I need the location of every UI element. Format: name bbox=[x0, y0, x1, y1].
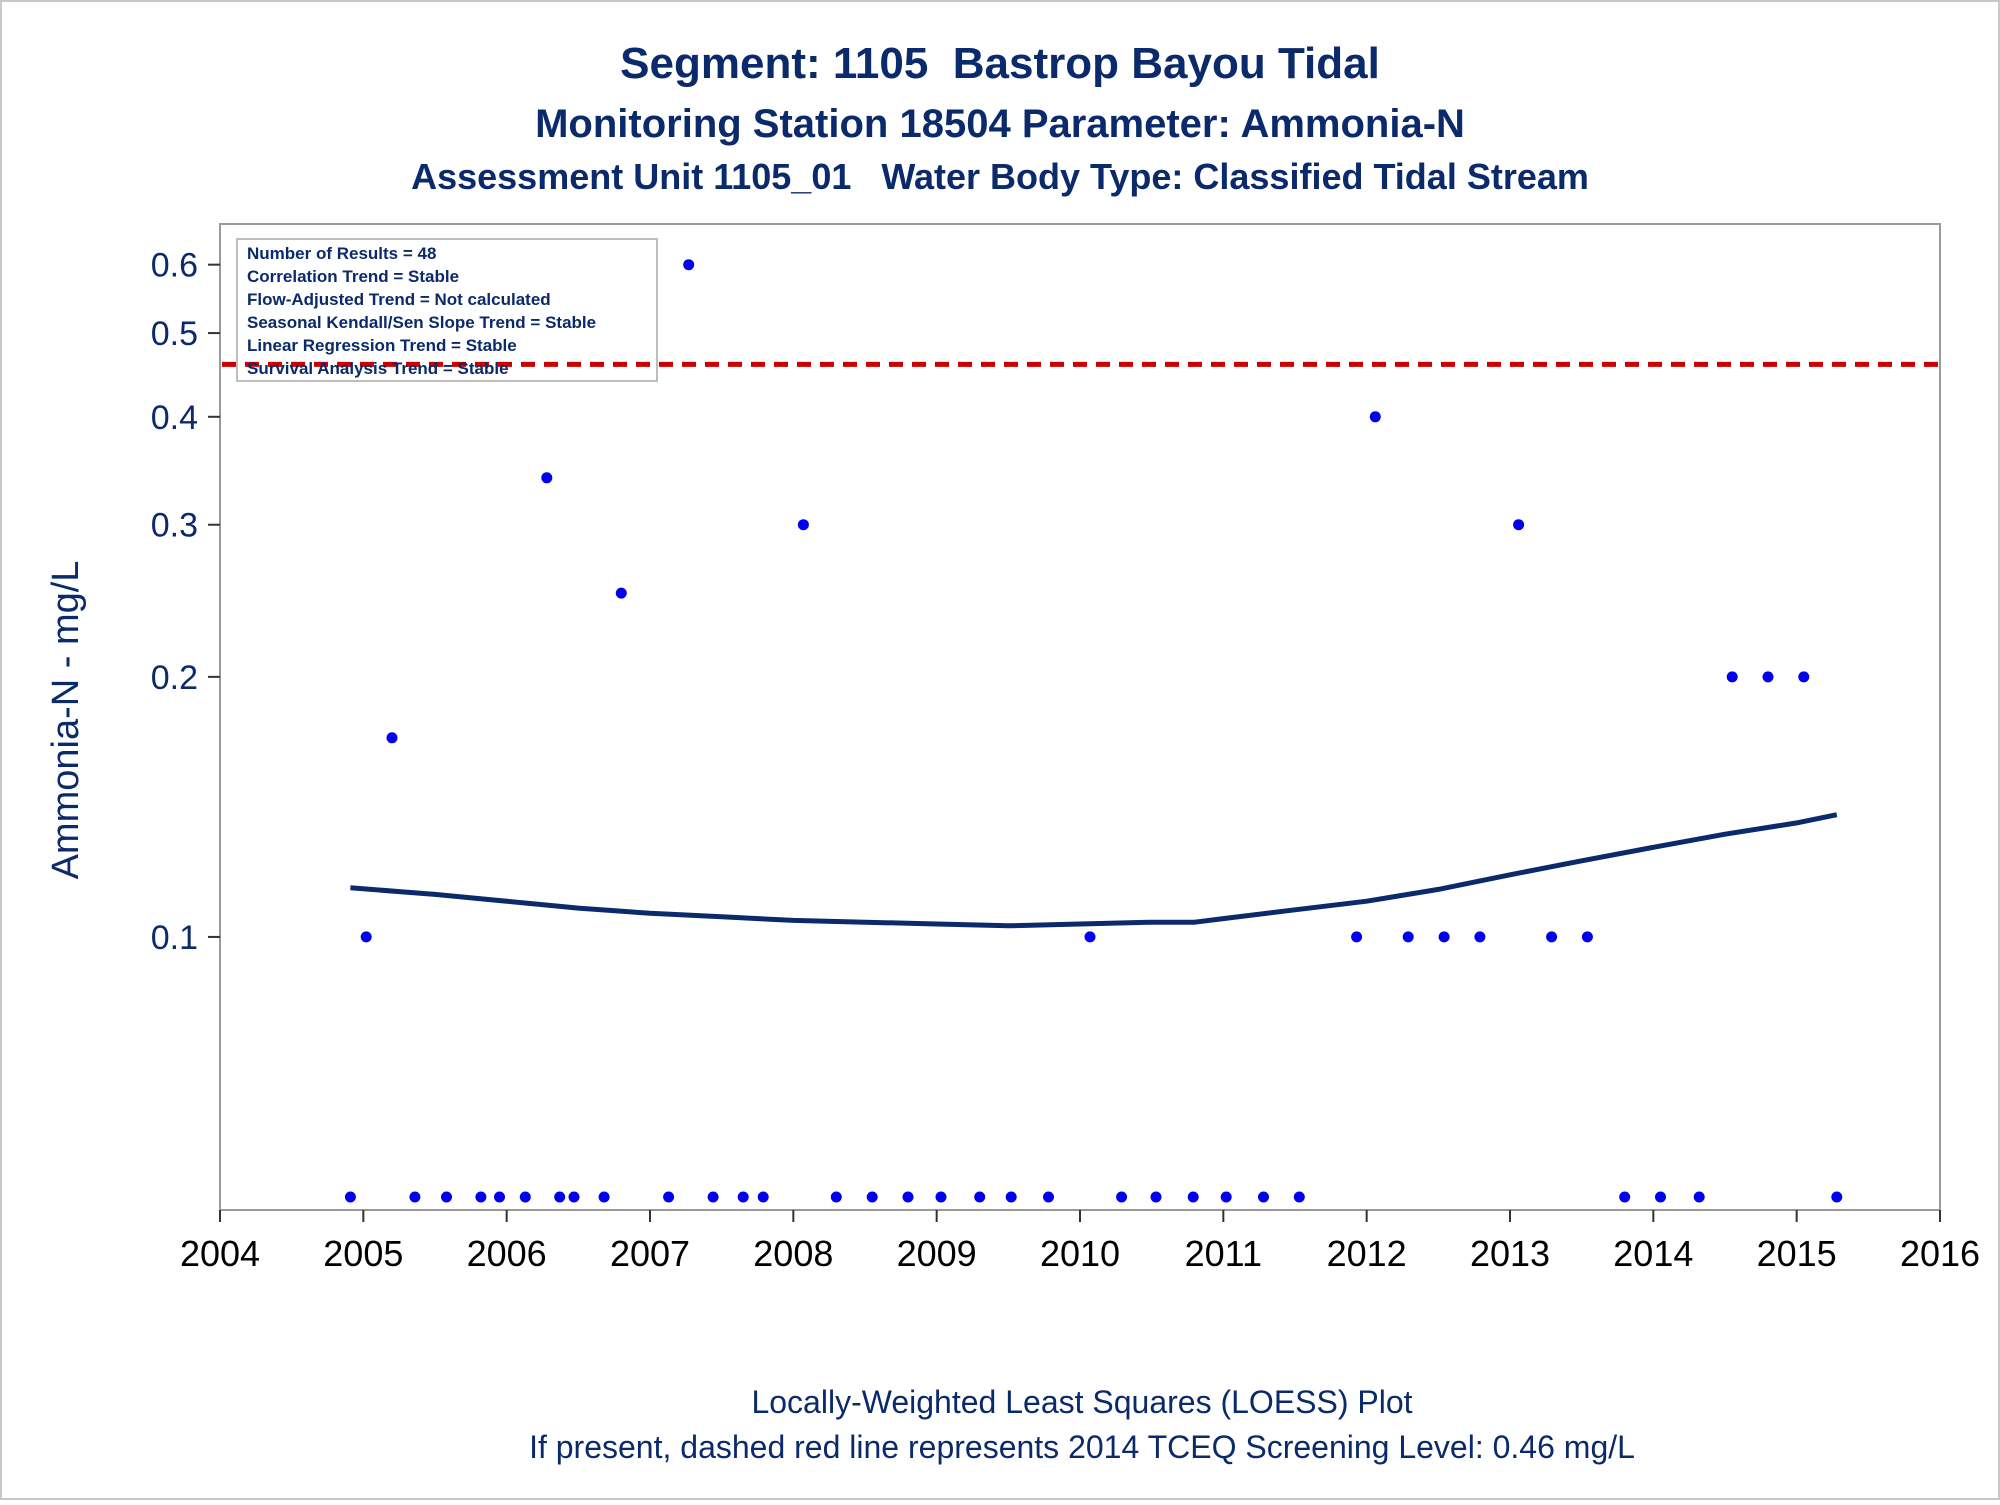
data-point bbox=[1726, 671, 1738, 683]
y-tick-label: 0.1 bbox=[151, 919, 198, 957]
data-point bbox=[598, 1191, 610, 1203]
data-point bbox=[494, 1191, 505, 1203]
data-point bbox=[386, 732, 398, 744]
data-point bbox=[1438, 931, 1450, 943]
data-point bbox=[1831, 1191, 1843, 1203]
data-point bbox=[568, 1191, 580, 1203]
data-point bbox=[866, 1191, 878, 1203]
x-tick-label: 2012 bbox=[1327, 1233, 1407, 1274]
data-point bbox=[541, 472, 553, 484]
data-point bbox=[1369, 411, 1381, 423]
stats-box-frame bbox=[236, 238, 658, 382]
data-point bbox=[757, 1191, 769, 1203]
data-point bbox=[1513, 519, 1525, 531]
x-tick-label: 2016 bbox=[1900, 1233, 1980, 1274]
data-point bbox=[409, 1191, 421, 1203]
x-tick-label: 2005 bbox=[323, 1233, 403, 1274]
data-point bbox=[935, 1191, 947, 1203]
stats-box: Number of Results = 48 Correlation Trend … bbox=[236, 238, 658, 382]
y-tick-label: 0.3 bbox=[151, 507, 198, 545]
data-point bbox=[1084, 931, 1096, 943]
data-point bbox=[615, 587, 627, 599]
data-point bbox=[902, 1191, 914, 1203]
data-point bbox=[974, 1191, 986, 1203]
data-point bbox=[1655, 1191, 1666, 1203]
x-tick-label: 2006 bbox=[467, 1233, 547, 1274]
data-point bbox=[475, 1191, 487, 1203]
y-tick-label: 0.4 bbox=[151, 399, 198, 437]
footnote-screening-level: If present, dashed red line represents 2… bbox=[529, 1429, 1635, 1465]
x-tick-label: 2008 bbox=[753, 1233, 833, 1274]
axes-group: 2004 2005 2006 2007 2008 2009 2010 2011 2012 2013… bbox=[151, 247, 1980, 1274]
x-tick-label: 2015 bbox=[1757, 1233, 1837, 1274]
stats-box-line: Survival Analysis Trend = Stable bbox=[247, 359, 509, 378]
x-tick-label: 2007 bbox=[610, 1233, 690, 1274]
data-point bbox=[830, 1191, 842, 1203]
x-tick-label: 2014 bbox=[1613, 1233, 1693, 1274]
y-tick-label: 0.2 bbox=[151, 659, 198, 697]
x-tick-label: 2013 bbox=[1470, 1233, 1550, 1274]
stats-box-line: Correlation Trend = Stable bbox=[247, 267, 459, 286]
data-point bbox=[1546, 931, 1558, 943]
data-point bbox=[1619, 1191, 1631, 1203]
loess-line bbox=[350, 812, 1838, 929]
x-tick-label: 2004 bbox=[180, 1233, 260, 1274]
data-point bbox=[1798, 671, 1810, 683]
y-tick-label: 0.5 bbox=[151, 315, 198, 353]
data-point bbox=[1187, 1191, 1199, 1203]
data-point bbox=[441, 1191, 452, 1203]
data-point bbox=[554, 1191, 566, 1203]
data-marks-group bbox=[222, 259, 1938, 1203]
data-point bbox=[1043, 1191, 1054, 1203]
data-point bbox=[1581, 931, 1593, 943]
data-point bbox=[1293, 1191, 1305, 1203]
data-point bbox=[1351, 931, 1363, 943]
data-point bbox=[1150, 1191, 1162, 1203]
data-point bbox=[1402, 931, 1414, 943]
footnote-loess: Locally-Weighted Least Squares (LOESS) P… bbox=[751, 1384, 1412, 1420]
data-point bbox=[663, 1191, 675, 1203]
stats-box-line: Flow-Adjusted Trend = Not calculated bbox=[247, 290, 551, 309]
data-point bbox=[737, 1191, 749, 1203]
data-point bbox=[1474, 931, 1486, 943]
chart-subtitle-assessment: Assessment Unit 1105_01 Water Body Type:… bbox=[411, 156, 1589, 197]
stats-box-line: Seasonal Kendall/Sen Slope Trend = Stabl… bbox=[247, 313, 596, 332]
x-tick-label: 2010 bbox=[1040, 1233, 1120, 1274]
x-tick-label: 2009 bbox=[897, 1233, 977, 1274]
data-point bbox=[344, 1191, 356, 1203]
chart-subtitle-station: Monitoring Station 18504 Parameter: Ammo… bbox=[535, 102, 1465, 146]
y-tick-label: 0.6 bbox=[151, 247, 198, 285]
y-axis-label: Ammonia-N - mg/L bbox=[45, 561, 87, 880]
data-point bbox=[519, 1191, 531, 1203]
data-point bbox=[360, 931, 372, 943]
data-point bbox=[1220, 1191, 1232, 1203]
chart-title: Segment: 1105 Bastrop Bayou Tidal bbox=[620, 39, 1380, 88]
data-point bbox=[1693, 1191, 1705, 1203]
stats-box-line: Number of Results = 48 bbox=[247, 244, 436, 263]
data-point bbox=[1258, 1191, 1269, 1203]
x-tick-label: 2011 bbox=[1185, 1233, 1262, 1274]
data-point bbox=[1116, 1191, 1128, 1203]
data-point bbox=[797, 519, 809, 531]
data-point bbox=[1762, 671, 1774, 683]
data-point bbox=[707, 1191, 719, 1203]
stats-box-line: Linear Regression Trend = Stable bbox=[247, 336, 517, 355]
data-point bbox=[1005, 1191, 1017, 1203]
data-point bbox=[683, 259, 695, 271]
